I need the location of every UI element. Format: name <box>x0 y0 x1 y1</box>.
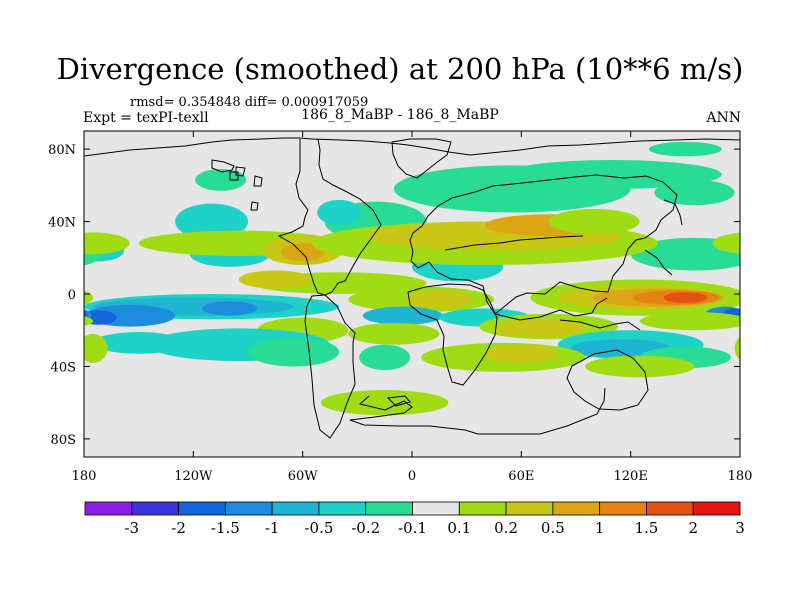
colorbar-swatch <box>84 501 133 516</box>
contour-region-51 <box>484 344 558 363</box>
contour-region-4 <box>317 199 361 226</box>
colorbar-label: -3 <box>124 519 139 537</box>
coastline-arctic <box>84 137 740 157</box>
contour-region-41 <box>639 312 740 331</box>
colorbar-label: 0.1 <box>447 519 471 537</box>
colorbar-swatch <box>412 501 460 516</box>
axis-ticks: 180 120W 60W 0 60E 120E 180 80N 40N 0 40S 80S <box>48 131 752 484</box>
colorbar-swatch <box>318 501 367 516</box>
contour-region-22 <box>406 290 473 309</box>
coastline-islands <box>211 159 263 211</box>
coastline-south-america <box>304 294 356 439</box>
colorbar-swatch <box>692 501 741 516</box>
contour-region-14 <box>84 232 130 255</box>
x-tick-label: 120E <box>614 469 648 484</box>
contour-fills <box>84 141 740 416</box>
contour-region-41 <box>84 316 94 327</box>
colorbar-label: 1.5 <box>634 519 658 537</box>
colorbar-label: 1 <box>595 519 605 537</box>
coastline-arabia-india <box>494 297 608 321</box>
colorbar-label: 3 <box>735 519 745 537</box>
colorbar-swatch <box>599 501 647 516</box>
colorbar-label: -1 <box>265 519 280 537</box>
colorbar-label: 0.5 <box>541 519 565 537</box>
coastline-indonesia <box>559 319 641 331</box>
coastline-greenland <box>391 138 452 179</box>
chart-title: Divergence (smoothed) at 200 hPa (10**6 … <box>56 52 744 86</box>
experiment-label: Expt = texPI-texll <box>83 110 209 126</box>
colorbar-swatch <box>458 501 507 516</box>
colorbar-swatch <box>271 501 320 516</box>
contour-region-7 <box>654 179 735 206</box>
x-tick-label: 0 <box>408 469 416 484</box>
contour-region-20 <box>238 270 312 289</box>
colorbar-swatch <box>552 501 601 516</box>
contour-region-23 <box>84 290 94 305</box>
colorbar-swatch <box>646 501 694 516</box>
colorbar-swatch <box>365 501 413 516</box>
coastline-japan-kamchatka <box>644 199 683 276</box>
coastline-mediterranean <box>444 235 584 251</box>
x-tick-label: 180 <box>728 469 753 484</box>
coastline-north-america <box>277 138 382 296</box>
x-tick-label: 120W <box>174 469 213 484</box>
x-tick-label: 60W <box>288 469 319 484</box>
colorbar-swatch <box>178 501 226 516</box>
contour-region-32 <box>736 313 740 322</box>
colorbar-label: -1.5 <box>211 519 240 537</box>
contour-region-13 <box>280 243 325 262</box>
contour-region-18 <box>548 208 640 235</box>
contour-region-45 <box>359 344 411 371</box>
colorbar-swatch <box>505 501 554 516</box>
colorbar-label: 0.2 <box>494 519 518 537</box>
y-tick-label: 0 <box>68 288 76 303</box>
x-tick-label: 60E <box>508 469 534 484</box>
contour-region-49 <box>84 333 108 363</box>
contour-region-35 <box>362 306 443 325</box>
contour-region-43 <box>93 332 185 354</box>
stats-line: rmsd= 0.354848 diff= 0.000917059 <box>130 95 369 110</box>
colorbar: -3 -2 -1.5 -1 -0.5 -0.2 -0.1 0.1 0.2 0.5 1 1.5 2 3 <box>84 501 745 537</box>
contour-region-27 <box>663 292 708 304</box>
contour-region-54 <box>648 141 722 157</box>
contour-region-38 <box>348 322 440 345</box>
contour-region-53 <box>320 389 449 416</box>
coastlines <box>84 137 740 439</box>
coastline-australia <box>566 349 649 411</box>
colorbar-label: -0.5 <box>304 519 333 537</box>
y-tick-label: 80S <box>51 433 76 448</box>
x-tick-label: 180 <box>72 469 97 484</box>
colorbar-label: -0.2 <box>351 519 380 537</box>
colorbar-swatch <box>224 501 273 516</box>
contour-region-14 <box>712 232 740 254</box>
case-label: 186_8_MaBP - 186_8_MaBP <box>301 107 499 123</box>
contour-region-8 <box>195 169 247 191</box>
contour-region-44 <box>247 337 340 367</box>
coastline-africa <box>407 283 498 386</box>
contour-region-6 <box>503 159 722 189</box>
season-label: ANN <box>706 110 741 126</box>
contour-region-2 <box>175 203 248 240</box>
y-tick-label: 40S <box>51 360 76 375</box>
contour-region-30 <box>202 301 258 316</box>
contour-region-49 <box>734 337 740 360</box>
contour-region-10 <box>630 237 740 271</box>
colorbar-label: -2 <box>171 519 186 537</box>
coastline-antarctica <box>349 387 606 435</box>
coastline-eurasia <box>409 174 678 315</box>
y-tick-label: 80N <box>48 143 76 158</box>
contour-region-40 <box>494 319 586 338</box>
colorbar-label: 2 <box>688 519 698 537</box>
colorbar-label: -0.1 <box>398 519 427 537</box>
y-tick-label: 40N <box>48 216 76 231</box>
colorbar-swatch <box>131 501 179 516</box>
